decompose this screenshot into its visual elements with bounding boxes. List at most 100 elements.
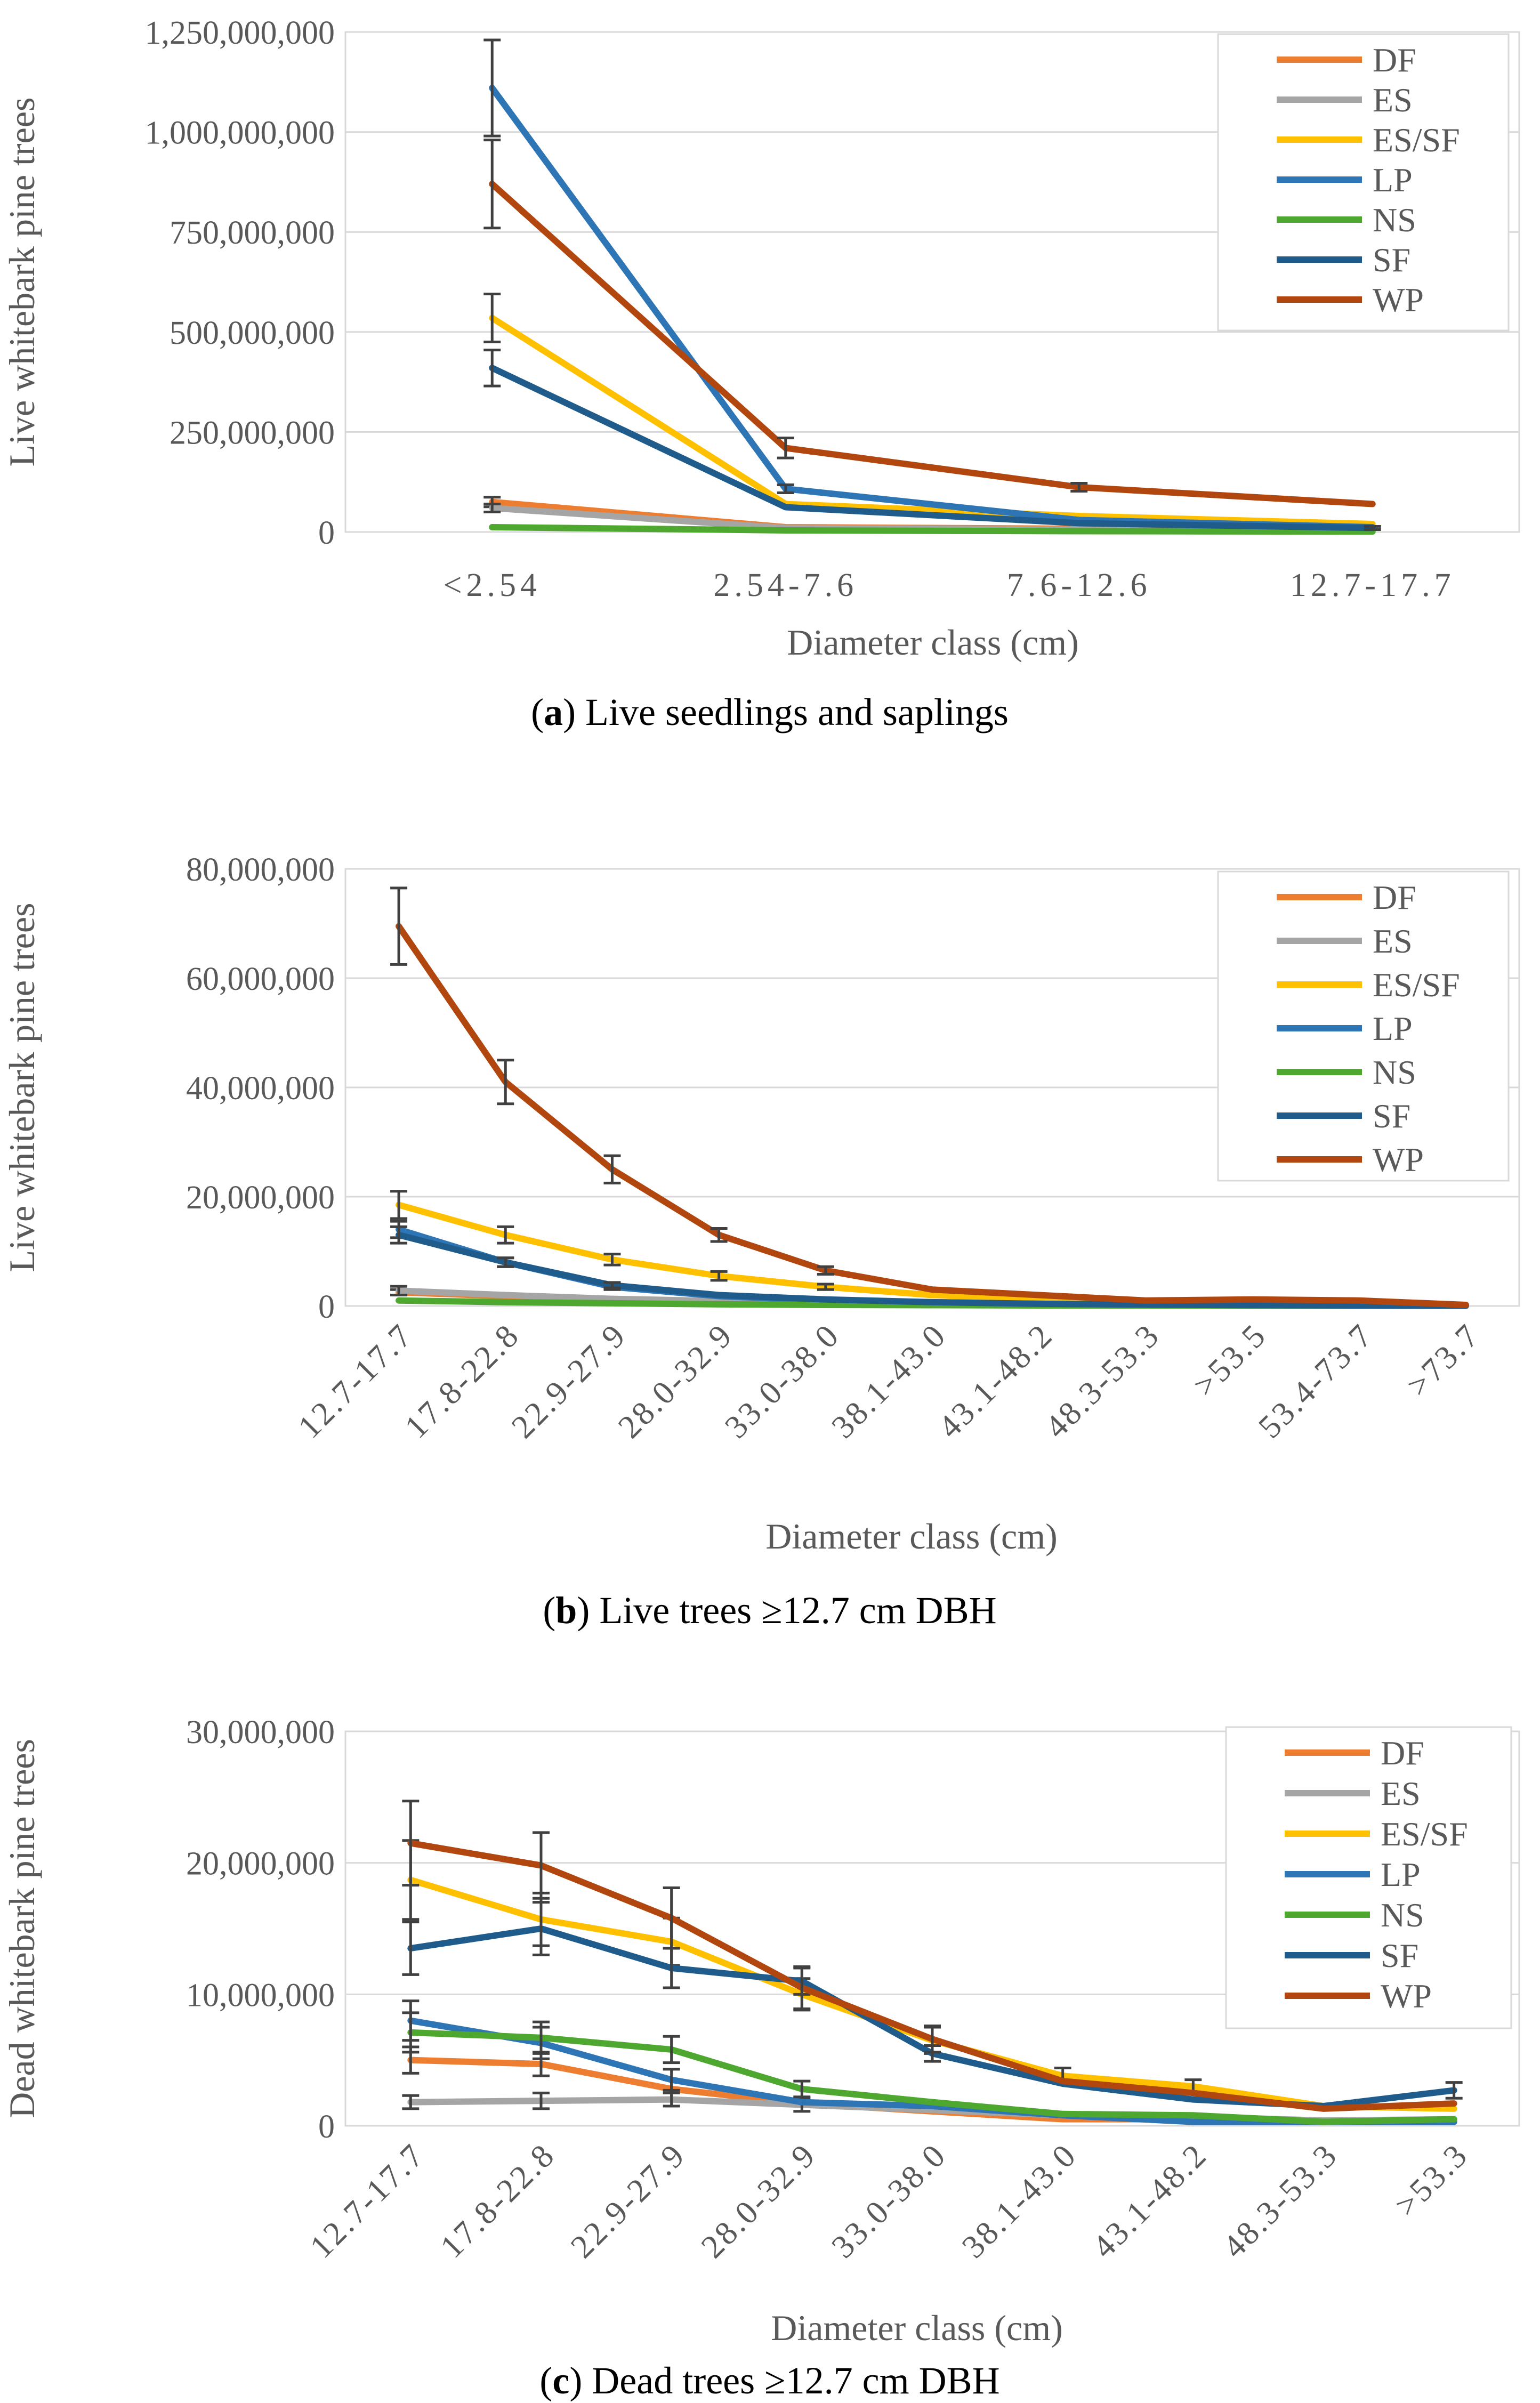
error-bar [1445, 2081, 1463, 2100]
legend-label: DF [1373, 41, 1416, 79]
series-line-WP [396, 923, 1469, 1308]
legend-label: ES [1373, 81, 1413, 119]
error-bar [390, 1190, 408, 1220]
legend-item: ES/SF [1277, 121, 1460, 159]
legend-label: NS [1381, 1896, 1424, 1934]
x-tick-label: 53.4-73.7 [1252, 1317, 1381, 1446]
x-axis-title: Diameter class (cm) [787, 622, 1079, 663]
legend-item: WP [1277, 281, 1424, 319]
legend-item: DF [1277, 878, 1416, 916]
error-bar [390, 1225, 408, 1245]
legend-label: ES [1373, 922, 1413, 960]
y-tick-label: 500,000,000 [170, 315, 335, 351]
legend-item: ES/SF [1277, 966, 1460, 1004]
error-bar [533, 2020, 550, 2055]
error-bar [497, 1256, 514, 1268]
legend-label: NS [1373, 1053, 1416, 1091]
legend-frame [1217, 870, 1510, 1182]
error-bar [817, 1283, 834, 1291]
caption-part: c [552, 2359, 569, 2402]
x-tick-label: 22.9-27.9 [564, 2136, 693, 2265]
legend-item: SF [1277, 1097, 1410, 1135]
x-tick-label: 33.0-38.0 [718, 1317, 847, 1446]
legend-label: ES/SF [1381, 1815, 1468, 1853]
error-bar [663, 2035, 680, 2065]
y-axis-title: Dead whitebark pine trees [2, 1739, 42, 2118]
series-line-SF [396, 1231, 1469, 1309]
legend-label: DF [1373, 878, 1416, 916]
error-bar [483, 502, 501, 513]
legend-label: SF [1373, 241, 1410, 279]
error-bar [533, 1901, 550, 1956]
error-bar [533, 2091, 550, 2110]
error-bar [663, 1886, 680, 1950]
y-tick-label: 40,000,000 [186, 1070, 335, 1107]
legend-item: DF [1277, 41, 1416, 79]
x-tick-label: 28.0-32.9 [695, 2136, 824, 2265]
error-bar [777, 483, 794, 494]
x-tick-label: 43.1-48.2 [1086, 2136, 1215, 2265]
legend-item: NS [1285, 1896, 1424, 1934]
legend-item: NS [1277, 201, 1416, 239]
caption-part: ( [531, 691, 544, 733]
panel-caption: (c) Dead trees ≥12.7 cm DBH [539, 2359, 999, 2402]
y-tick-label: 1,250,000,000 [145, 15, 335, 51]
x-tick-label: 48.3-53.3 [1038, 1317, 1167, 1446]
error-bar [603, 1253, 621, 1267]
caption-part: ( [543, 1589, 555, 1632]
y-tick-label: 0 [318, 2109, 335, 2145]
x-axis-title: Diameter class (cm) [765, 1516, 1058, 1557]
error-bar [710, 1270, 728, 1282]
y-tick-label: 250,000,000 [170, 415, 335, 451]
x-tick-label: 48.3-53.3 [1216, 2136, 1345, 2265]
x-tick-label: 38.1-43.0 [955, 2136, 1084, 2265]
y-tick-label: 20,000,000 [186, 1180, 335, 1216]
x-tick-label: 22.9-27.9 [505, 1317, 634, 1446]
legend-item: NS [1277, 1053, 1416, 1091]
legend-item: WP [1285, 1977, 1432, 2015]
series-line-NS [407, 2029, 1457, 2125]
legend-item: WP [1277, 1141, 1424, 1179]
error-bar [663, 2068, 680, 2092]
error-bar [402, 2094, 420, 2110]
legend-label: LP [1381, 1856, 1421, 1893]
legend-item: DF [1285, 1734, 1424, 1772]
x-tick-label: 7.6-12.6 [1007, 567, 1151, 603]
y-tick-label: 10,000,000 [186, 1977, 335, 2013]
y-tick-label: 30,000,000 [186, 1714, 335, 1751]
y-tick-label: 80,000,000 [186, 852, 335, 888]
y-tick-label: 1,000,000,000 [145, 115, 335, 151]
legend-label: ES/SF [1373, 121, 1460, 159]
legend-label: SF [1381, 1937, 1418, 1974]
error-bar [793, 1965, 811, 2010]
x-tick-label: 12.7-17.7 [1290, 567, 1455, 603]
error-bar [402, 1921, 420, 1976]
error-bar [402, 1800, 420, 1887]
y-axis-title: Live whitebark pine trees [2, 903, 42, 1272]
error-bar [777, 437, 794, 459]
legend-item: ES [1285, 1775, 1421, 1812]
legend-label: WP [1373, 281, 1424, 319]
error-bar [533, 1831, 550, 1900]
x-tick-label: 12.7-17.7 [303, 2136, 432, 2265]
legend-label: WP [1373, 1141, 1424, 1179]
legend-label: NS [1373, 201, 1416, 239]
legend-item: LP [1277, 1010, 1413, 1047]
caption-part: ( [539, 2359, 552, 2402]
chart-panel-c: 0 10,000,000 20,000,000 30,000,000 12.7-17.7… [2, 1714, 1520, 2402]
x-tick-label: >53.3 [1388, 2136, 1476, 2224]
x-tick-label: >53.5 [1187, 1317, 1274, 1404]
error-bar [663, 2091, 680, 2108]
legend-item: ES/SF [1285, 1815, 1468, 1853]
series-line-SF [489, 365, 1376, 531]
x-tick-label: <2.54 [444, 567, 541, 603]
legend-label: SF [1373, 1097, 1410, 1135]
x-tick-label: 17.8-22.8 [433, 2136, 562, 2265]
panel-caption: (a) Live seedlings and saplings [531, 691, 1009, 733]
caption-part: ) Dead trees ≥12.7 cm DBH [569, 2359, 999, 2402]
series-line-NS [489, 523, 1376, 535]
panel-caption: (b) Live trees ≥12.7 cm DBH [543, 1589, 996, 1632]
legend-label: ES/SF [1373, 966, 1460, 1004]
error-bar [483, 38, 501, 138]
